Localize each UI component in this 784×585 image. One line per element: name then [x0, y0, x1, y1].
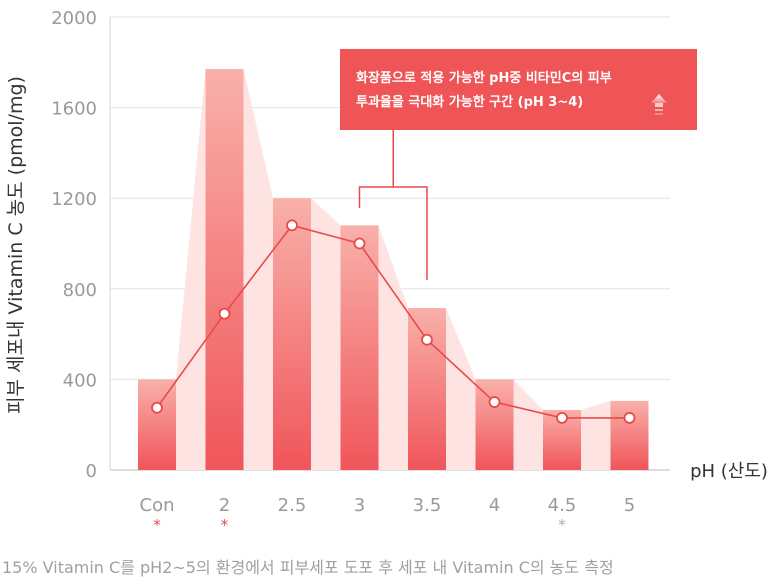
point-3.5 [421, 333, 433, 346]
area-band [138, 69, 649, 470]
point-Con [151, 401, 163, 414]
x-tick-label: 4 [489, 495, 500, 516]
point-3 [353, 237, 366, 250]
y-axis-label: 피부 세포내 Vitamin C 농도 (pmol/mg) [5, 76, 27, 414]
x-tick-label: 3.5 [413, 495, 442, 516]
y-tick-label: 800 [63, 280, 97, 301]
bar-Con [138, 379, 176, 470]
x-axis-label: pH (산도) [690, 461, 768, 482]
up-arrow-icon [651, 94, 667, 115]
x-tick-label: 4.5 [548, 495, 577, 516]
y-tick-label: 0 [86, 461, 97, 482]
x-tick-label: 2 [219, 495, 230, 516]
bar-2.5 [273, 198, 311, 470]
bar-2 [205, 69, 244, 470]
y-tick-label: 2000 [51, 8, 97, 29]
band-area [138, 69, 649, 470]
bar-3 [340, 225, 379, 470]
caption: 15% Vitamin C를 pH2~5의 환경에서 피부세포 도포 후 세포 … [2, 558, 614, 577]
trend-polyline [156, 224, 630, 419]
significance-marker: * [153, 516, 161, 534]
point-5 [623, 412, 636, 424]
y-tick-label: 400 [63, 370, 97, 391]
point-2 [218, 307, 231, 320]
callout-line-2: 투과율을 극대화 가능한 구간 (pH 3~4) [356, 94, 583, 110]
bar-4 [475, 379, 514, 470]
point-2.5 [286, 219, 298, 232]
bars [138, 69, 649, 470]
y-tick-label: 1600 [51, 99, 97, 120]
bar-5 [610, 400, 649, 470]
point-4 [488, 396, 501, 408]
significance-marker: * [221, 516, 229, 534]
callout-line-1: 화장품으로 적용 가능한 pH중 비타민C의 피부 [356, 70, 612, 86]
significance-marker: * [558, 516, 566, 534]
callout: 화장품으로 적용 가능한 pH중 비타민C의 피부 투과율을 극대화 가능한 구… [340, 49, 697, 280]
x-tick-label: Con [140, 495, 175, 516]
x-tick-label: 5 [624, 495, 635, 516]
point-4.5 [556, 412, 568, 424]
trend-line [151, 219, 636, 424]
labels: 피부 세포내 Vitamin C 농도 (pmol/mg) pH (산도) 15… [2, 8, 768, 577]
callout-box [340, 49, 697, 130]
y-tick-label: 1200 [51, 189, 97, 210]
callout-bracket [358, 130, 428, 280]
x-tick-label: 2.5 [278, 495, 307, 516]
x-tick-label: 3 [354, 495, 365, 516]
bar-3.5 [408, 308, 446, 470]
